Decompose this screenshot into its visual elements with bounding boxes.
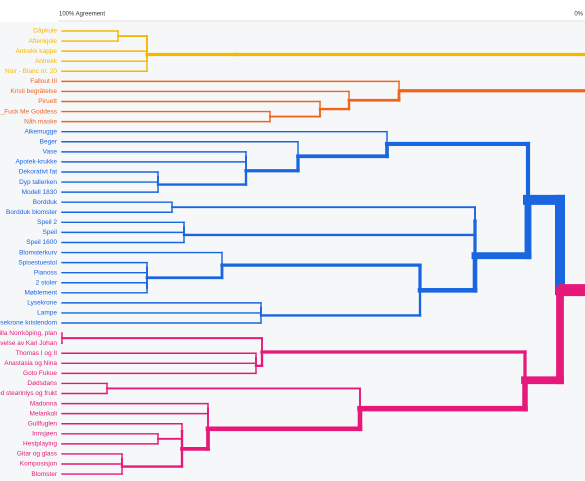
leaf-label: Gullfuglen xyxy=(28,420,58,427)
leaf-label: Villa Norrköping, plan xyxy=(0,330,57,337)
header xyxy=(0,0,585,22)
leaf-label: Antrekk kappe xyxy=(15,48,57,55)
axis-end-label: 0% xyxy=(574,12,583,18)
axis-start-label: 100% Agreement xyxy=(59,12,105,18)
leaf-label: Lysekrone kristendom xyxy=(0,320,57,327)
leaf-label: Gitar og glass xyxy=(17,451,58,458)
leaf-label: Innsjøen xyxy=(32,431,57,438)
leaf-label: Dødsdans xyxy=(27,380,57,387)
leaf-label: Melankoli xyxy=(30,410,57,417)
leaf-label: 2 stoler xyxy=(36,279,58,286)
leaf-label: Nåh maske xyxy=(24,117,57,125)
leaf-label: Speil xyxy=(43,229,58,236)
leaf-label: Dyp tallerken xyxy=(19,179,57,186)
leaf-label: Møblement xyxy=(24,290,57,297)
leaf-label: Speil 2 xyxy=(37,219,57,226)
leaf-label: Speil 1600 xyxy=(26,239,57,246)
leaf-label: Stilleben med stearinlys og frukt xyxy=(0,390,57,397)
leaf-label: Pianoss xyxy=(34,269,58,276)
leaf-label: Vase xyxy=(43,149,58,156)
leaf-label: Piruett xyxy=(38,98,57,105)
leaf-label: Antrekk xyxy=(35,58,58,65)
leaf-label: Dekorativt fat xyxy=(19,169,57,176)
leaf-label: Blomster xyxy=(31,471,57,478)
leaf-label: Goto Fukue xyxy=(23,370,57,377)
leaf-label: Blomsterkurv xyxy=(19,249,58,256)
leaf-label: Spisestuestol xyxy=(18,259,57,266)
leaf-label: Bordduk blomster xyxy=(6,209,58,216)
leaf-label: Begravelse av Kari Johan xyxy=(0,340,57,347)
leaf-label: Hestplaying xyxy=(23,441,57,448)
leaf-label: Alkemugge xyxy=(24,128,57,135)
leaf-label: Thomas I og II xyxy=(15,350,57,357)
leaf-label: _Fuck Me Goddess xyxy=(0,108,58,115)
leaf-label: Lysekrone xyxy=(27,300,57,307)
leaf-label: Komposisjon xyxy=(20,461,58,468)
leaf-label: Aftenkjole xyxy=(28,38,57,45)
leaf-label: Dåpkule xyxy=(33,27,57,35)
leaf-label: Modell 1830 xyxy=(22,189,58,196)
leaf-label: Madonna xyxy=(30,400,57,407)
leaf-label: Fallout III xyxy=(30,78,57,85)
leaf-label: Kristi begrätelse xyxy=(10,88,57,95)
leaf-label: Beger xyxy=(40,138,58,145)
leaf-label: Apotek-krukke xyxy=(15,159,57,166)
leaf-label: Anastasia og Nina xyxy=(4,360,57,367)
leaf-label: Bordduk xyxy=(33,199,58,206)
leaf-label: Noir - Blanc nr. 20 xyxy=(5,68,57,75)
leaf-label: Lampe xyxy=(37,310,57,317)
